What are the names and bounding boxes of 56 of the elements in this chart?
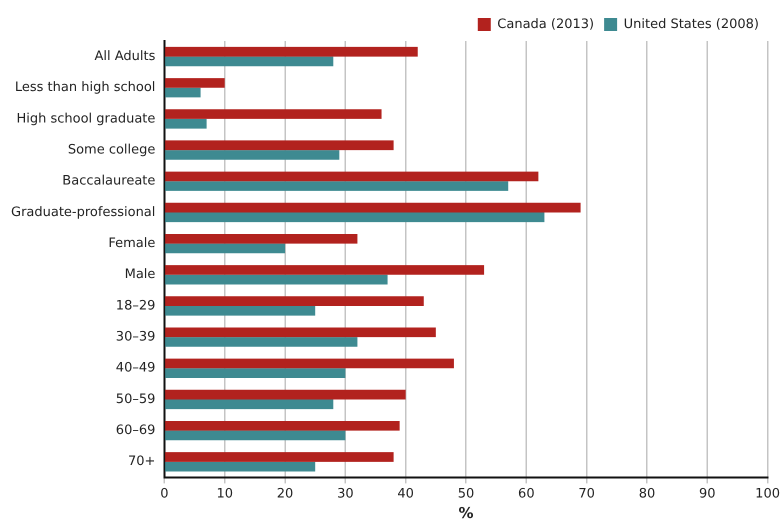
x-tick-label: 80 [638,486,656,502]
bar [165,358,454,368]
bar [165,46,418,57]
x-tick-label: 90 [699,486,716,502]
x-tick-label: 0 [160,486,169,502]
y-tick-label: Male [124,267,156,282]
y-tick-label: 40–49 [116,360,156,376]
y-tick-label: Some college [68,142,156,158]
legend-label: Canada (2013) [497,16,594,32]
x-axis-title: % [458,504,474,522]
y-tick-label: Graduate-professional [10,204,156,220]
y-tick-label: All Adults [94,48,156,64]
bar [165,420,400,431]
bar [165,462,316,472]
bar [165,150,340,160]
bar [165,181,508,191]
bar [165,368,346,378]
x-tick-label: 50 [458,486,474,502]
bar [165,452,394,462]
bar [165,430,346,440]
bar [165,399,334,410]
bar [165,88,201,98]
bar [165,172,538,182]
bar [165,202,581,212]
bar [165,234,358,244]
y-tick-label: 30–39 [116,330,156,345]
bar [165,140,394,150]
y-tick-label: Less than high school [14,80,156,96]
y-tick-label: 50–59 [116,392,156,407]
bar [165,244,286,254]
bar [165,56,334,66]
bar [165,118,207,129]
legend-label: United States (2008) [624,16,759,32]
bar [165,109,382,119]
x-tick-label: 100 [755,486,780,502]
x-tick-label: 40 [397,486,414,502]
bar [165,265,484,275]
bar [165,390,406,400]
bar [165,306,316,316]
bar [165,327,436,338]
y-tick-label: 60–69 [116,423,156,438]
bar [165,337,358,347]
bar [165,274,388,284]
x-tick-label: 20 [276,486,294,502]
y-tick-label: Baccalaureate [62,174,156,189]
y-tick-label: 70+ [128,454,156,470]
y-tick-label: 18–29 [116,298,156,314]
bar [165,212,544,222]
x-tick-label: 60 [518,486,535,502]
x-tick-label: 30 [337,486,354,502]
y-tick-label: Female [108,236,156,251]
bar [165,296,424,306]
bar [165,78,225,88]
x-tick-label: 10 [216,486,233,502]
x-tick-label: 70 [578,486,595,502]
y-tick-label: High school graduate [16,111,156,126]
